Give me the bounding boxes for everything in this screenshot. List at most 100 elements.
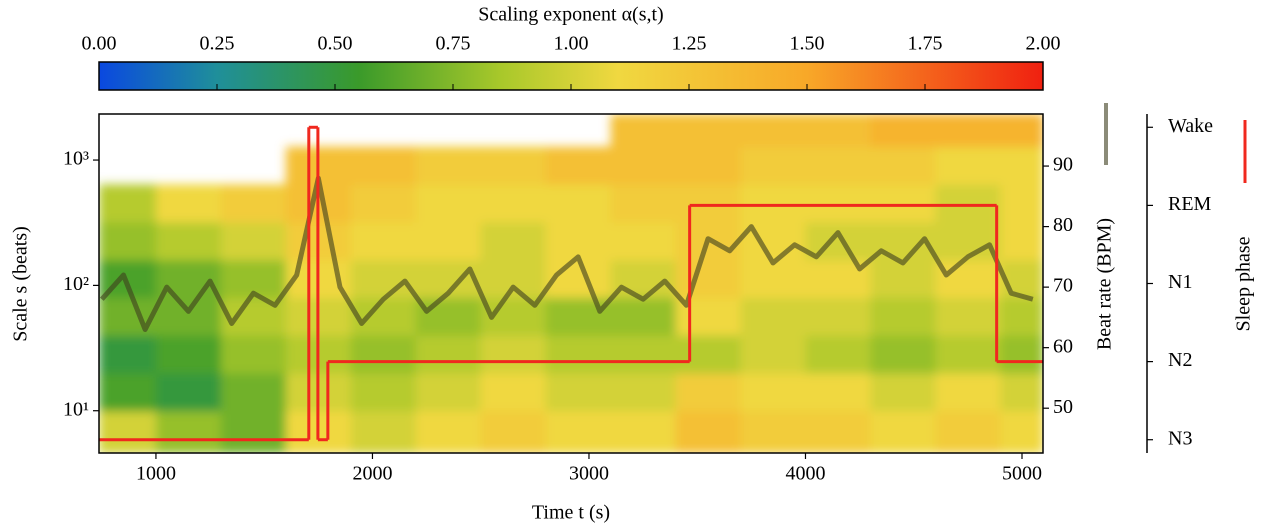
heatmap-cell <box>870 184 936 223</box>
heatmap-cell <box>155 410 222 453</box>
x-tick-label: 4000 <box>785 463 825 485</box>
heatmap-cell <box>675 259 742 299</box>
heatmap-cell <box>740 335 806 374</box>
heatmap-cell <box>480 222 547 261</box>
heatmap-cell <box>1000 184 1043 223</box>
heatmap-cell <box>610 297 677 336</box>
heatmap-cell <box>675 410 742 453</box>
heatmap-cell <box>415 146 482 185</box>
heatmap-cell <box>155 335 222 374</box>
heatmap-cell <box>870 259 936 299</box>
colorbar-tick-label: 1.25 <box>672 33 707 55</box>
colorbar-tick-label: 1.00 <box>554 33 589 55</box>
heatmap-cell <box>480 335 547 374</box>
heatmap-cell <box>610 410 677 453</box>
heatmap-cell <box>805 335 871 374</box>
heatmap-cell <box>545 146 612 185</box>
heatmap-cell <box>415 372 482 412</box>
y2-tick-label: 80 <box>1053 214 1073 236</box>
heatmap-cell <box>805 297 871 336</box>
heatmap-cell <box>935 146 1001 185</box>
heatmap-cell <box>220 222 287 261</box>
heatmap-cell <box>935 335 1001 374</box>
heatmap-cell <box>740 297 806 336</box>
colorbar-tick-label: 0.75 <box>436 33 471 55</box>
heatmap-cell <box>1000 297 1043 336</box>
x-tick-label: 5000 <box>1002 463 1042 485</box>
heatmap-cell <box>935 410 1001 453</box>
heatmap-cell <box>740 410 806 453</box>
heatmap-cell <box>220 410 287 453</box>
heatmap-cell <box>935 259 1001 299</box>
heatmap-cell <box>1000 410 1043 453</box>
heatmap-cell <box>870 297 936 336</box>
x-tick-label: 1000 <box>136 463 176 485</box>
heatmap-cell <box>220 335 287 374</box>
heatmap-cell <box>805 410 871 453</box>
heatmap-cell <box>155 297 222 336</box>
heatmap-cell <box>545 222 612 261</box>
y2-tick-label: 60 <box>1053 335 1073 357</box>
heatmap-cell <box>675 146 742 185</box>
heatmap-cell <box>155 184 222 223</box>
x-axis-label: Time t (s) <box>532 502 610 524</box>
heatmap-cell <box>740 114 806 148</box>
heatmap-cell <box>99 372 157 412</box>
heatmap-cell <box>870 335 936 374</box>
y3-tick-label: N1 <box>1168 271 1192 293</box>
heatmap-cell <box>99 410 157 453</box>
y2-tick-label: 50 <box>1053 396 1073 418</box>
heatmap <box>99 114 1043 453</box>
heatmap-cell <box>1000 335 1043 374</box>
heatmap-cell <box>350 222 417 261</box>
heatmap-cell <box>350 372 417 412</box>
heatmap-cell <box>610 114 677 148</box>
heatmap-cell <box>350 259 417 299</box>
colorbar-label: Scaling exponent α(s,t) <box>478 4 663 26</box>
heatmap-cell <box>1000 146 1043 185</box>
colorbar-tick-label: 0.25 <box>200 33 235 55</box>
heatmap-cell <box>935 372 1001 412</box>
heatmap-cells <box>99 114 1043 453</box>
heatmap-cell <box>480 410 547 453</box>
heatmap-cell <box>675 114 742 148</box>
heatmap-cell <box>480 372 547 412</box>
y-tick-label: 10³ <box>63 148 89 170</box>
plot-frame <box>98 113 1044 454</box>
heatmap-cell <box>350 335 417 374</box>
heatmap-cell <box>480 259 547 299</box>
y-axis-label: Scale s (beats) <box>10 226 32 342</box>
heatmap-cell <box>99 184 157 223</box>
beat-rate-line <box>99 175 1034 333</box>
heatmap-cell <box>545 410 612 453</box>
heatmap-cell <box>610 222 677 261</box>
colorbar-tick-label: 0.00 <box>82 33 117 55</box>
y3-tick-label: N3 <box>1168 427 1192 449</box>
heatmap-cell <box>220 184 287 223</box>
heatmap-cell <box>610 335 677 374</box>
heatmap-cell <box>740 259 806 299</box>
y2-tick-label: 70 <box>1053 275 1073 297</box>
heatmap-cell <box>545 372 612 412</box>
heatmap-cell <box>610 259 677 299</box>
heatmap-cell <box>415 222 482 261</box>
heatmap-cell <box>675 184 742 223</box>
heatmap-cell <box>935 184 1001 223</box>
heatmap-cell <box>545 335 612 374</box>
y3-axis-label: Sleep phase <box>1233 236 1255 331</box>
heatmap-cell <box>350 184 417 223</box>
heatmap-cell <box>1000 114 1043 148</box>
heatmap-cell <box>350 410 417 453</box>
colorbar-tick-label: 2.00 <box>1026 33 1061 55</box>
heatmap-cell <box>415 335 482 374</box>
heatmap-cell <box>675 372 742 412</box>
heatmap-cell <box>545 184 612 223</box>
heatmap-cell <box>935 114 1001 148</box>
heatmap-cell <box>675 335 742 374</box>
heatmap-cell <box>610 146 677 185</box>
y3-tick-label: N2 <box>1168 349 1192 371</box>
colorbar-tick-label: 1.75 <box>908 33 943 55</box>
heatmap-cell <box>220 372 287 412</box>
heatmap-cell <box>1000 222 1043 261</box>
heatmap-cell <box>805 114 871 148</box>
